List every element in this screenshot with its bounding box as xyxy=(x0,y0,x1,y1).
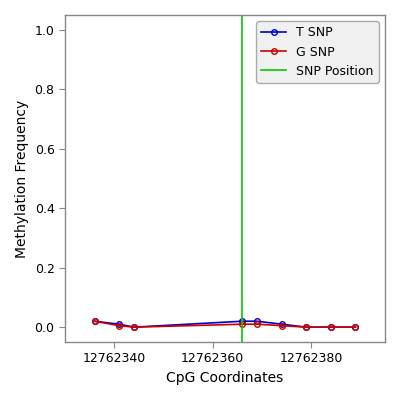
G SNP xyxy=(279,323,284,328)
T SNP xyxy=(254,319,259,324)
G SNP xyxy=(132,325,136,330)
T SNP xyxy=(92,319,97,324)
G SNP xyxy=(92,319,97,324)
G SNP xyxy=(304,325,309,330)
G SNP xyxy=(240,322,245,326)
G SNP xyxy=(353,325,358,330)
T SNP xyxy=(240,319,245,324)
T SNP xyxy=(304,325,309,330)
T SNP xyxy=(328,325,333,330)
T SNP xyxy=(353,325,358,330)
Line: G SNP: G SNP xyxy=(92,318,358,330)
T SNP xyxy=(117,322,122,326)
G SNP xyxy=(117,323,122,328)
Y-axis label: Methylation Frequency: Methylation Frequency xyxy=(15,99,29,258)
Legend: T SNP, G SNP, SNP Position: T SNP, G SNP, SNP Position xyxy=(256,21,379,83)
T SNP xyxy=(279,322,284,326)
G SNP xyxy=(328,325,333,330)
T SNP xyxy=(132,325,136,330)
X-axis label: CpG Coordinates: CpG Coordinates xyxy=(166,371,284,385)
G SNP xyxy=(254,322,259,326)
Line: T SNP: T SNP xyxy=(92,318,358,330)
